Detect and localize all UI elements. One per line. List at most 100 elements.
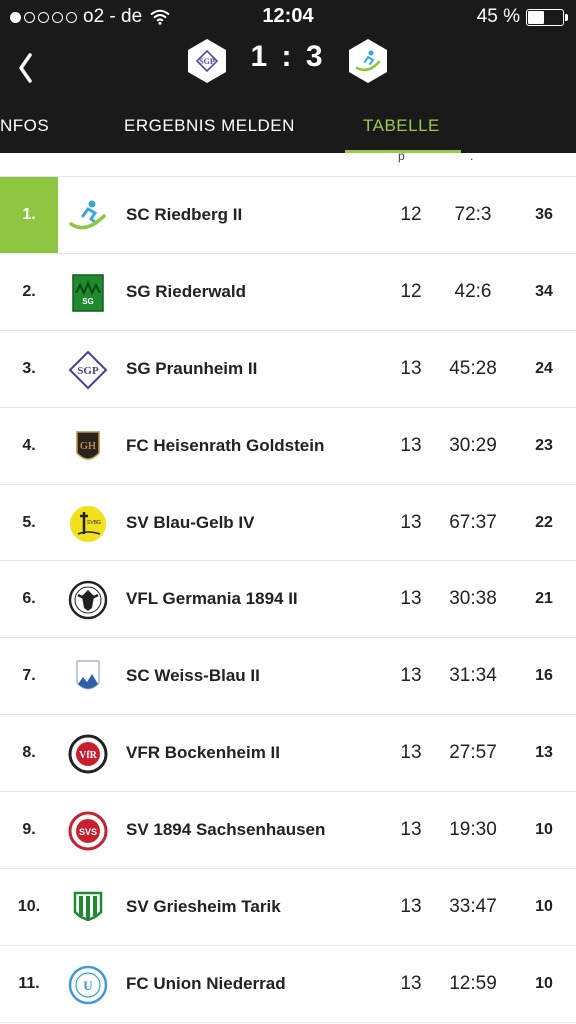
eagle-crest-icon — [68, 581, 108, 620]
signal-strength-icon — [10, 11, 77, 23]
rank-cell: 5. — [22, 513, 36, 531]
games-played: 13 — [400, 972, 422, 994]
sgp-diamond-crest-icon: SGP — [68, 350, 108, 390]
svg-text:SG: SG — [82, 297, 94, 306]
games-played: 13 — [400, 511, 422, 533]
games-header-fragment: p — [398, 149, 405, 163]
goal-difference: 42:6 — [454, 280, 492, 302]
team-name: VFR Bockenheim II — [126, 743, 280, 763]
games-played: 13 — [400, 588, 422, 610]
rank-cell: 10. — [17, 897, 41, 915]
goal-difference: 67:37 — [449, 511, 497, 533]
active-tab-indicator — [345, 150, 461, 153]
goal-difference: 27:57 — [449, 742, 497, 764]
tab-ergebnis-melden[interactable]: ERGEBNIS MELDEN — [124, 116, 295, 135]
carrier-name: o2 - de — [83, 6, 143, 27]
match-score: 1 : 3 — [250, 40, 326, 73]
tab-tabelle[interactable]: TABELLE — [363, 116, 440, 135]
goals-header-fragment: . — [470, 149, 474, 163]
points: 10 — [535, 897, 553, 915]
table-row[interactable]: 8. VfR VFR Bockenheim II 13 27:57 13 — [0, 715, 576, 793]
rank-cell: 11. — [18, 974, 40, 992]
table-row[interactable]: 2. SG SG Riederwald 12 42:6 34 — [0, 254, 576, 331]
goal-difference: 31:34 — [449, 665, 497, 687]
points: 10 — [535, 974, 553, 992]
signal-dot — [38, 11, 49, 23]
games-played: 12 — [400, 203, 422, 225]
rank-cell: 6. — [22, 590, 36, 608]
table-row[interactable]: 11. U FC Union Niederrad 13 12:59 10 — [0, 946, 576, 1023]
games-played: 13 — [400, 357, 422, 379]
battery-fill — [528, 10, 545, 24]
svg-text:GH: GH — [80, 440, 96, 452]
clock: 12:04 — [262, 5, 314, 27]
standings-table: 1. SC Riedberg II 12 72:3 36 2. SG SG Riederwal… — [0, 177, 576, 1023]
points: 10 — [535, 821, 553, 839]
rank-cell: 7. — [22, 667, 36, 685]
rank-cell: 3. — [22, 359, 36, 377]
points: 22 — [535, 513, 553, 531]
runner-swoosh-icon — [69, 200, 106, 230]
games-played: 13 — [400, 434, 422, 456]
goal-difference: 19:30 — [449, 819, 497, 841]
games-played: 13 — [400, 665, 422, 687]
table-row[interactable]: 9. SVS SV 1894 Sachsenhausen 13 19:30 10 — [0, 792, 576, 870]
table-row[interactable]: 6. VFL Germania 1894 II 13 30:38 21 — [0, 561, 576, 639]
goal-difference: 12:59 — [449, 972, 497, 994]
goal-difference: 72:3 — [454, 203, 492, 225]
points: 21 — [535, 590, 553, 608]
rank-cell: 1. — [0, 177, 58, 253]
svg-text:SVBG: SVBG — [87, 520, 101, 526]
games-played: 13 — [400, 819, 422, 841]
home-team-logo-icon[interactable]: SGP — [187, 38, 227, 84]
team-name: SC Riedberg II — [126, 204, 243, 224]
svg-text:VfR: VfR — [79, 750, 98, 761]
green-square-crest-icon: SG — [72, 274, 104, 312]
points: 16 — [535, 667, 553, 685]
blue-round-crest-icon: U — [68, 965, 108, 1005]
back-chevron-icon[interactable] — [12, 46, 42, 90]
team-name: SV Blau-Gelb IV — [126, 512, 255, 532]
team-name: SV 1894 Sachsenhausen — [126, 820, 326, 840]
points: 36 — [535, 205, 553, 223]
svg-text:U: U — [83, 978, 93, 993]
svg-text:SGP: SGP — [199, 57, 215, 66]
svg-text:SVS: SVS — [79, 827, 97, 837]
table-row[interactable]: 1. SC Riedberg II 12 72:3 36 — [0, 177, 576, 254]
team-name: SG Praunheim II — [126, 358, 258, 378]
status-bar: o2 - de 12:04 45 % — [0, 0, 576, 34]
games-played: 12 — [400, 280, 422, 302]
table-row[interactable]: 7. SC Weiss-Blau II 13 31:34 16 — [0, 638, 576, 716]
team-name: VFL Germania 1894 II — [126, 589, 298, 609]
rank-cell: 2. — [22, 282, 36, 300]
rank-cell: 4. — [22, 436, 36, 454]
rank-cell: 8. — [22, 744, 36, 762]
carrier-info: o2 - de — [10, 6, 170, 28]
table-row[interactable]: 5. SVBG SV Blau-Gelb IV 13 67:37 22 — [0, 485, 576, 562]
battery-percentage: 45 % — [476, 6, 520, 27]
table-row[interactable]: 4. GH FC Heisenrath Goldstein 13 30:29 23 — [0, 408, 576, 485]
goal-difference: 45:28 — [449, 357, 497, 379]
svs-red-circle-icon: SVS — [68, 811, 108, 851]
points: 34 — [535, 282, 553, 300]
signal-dot — [52, 11, 63, 23]
goal-difference: 33:47 — [449, 895, 497, 917]
signal-dot — [66, 11, 77, 23]
yellow-circle-crest-icon: SVBG — [70, 505, 106, 542]
goal-difference: 30:29 — [449, 434, 497, 456]
top-header: o2 - de 12:04 45 % SGP 1 : 3 NFOS ERGEBN… — [0, 0, 576, 153]
points: 13 — [535, 744, 553, 762]
team-name: FC Heisenrath Goldstein — [126, 435, 325, 455]
tab-infos[interactable]: NFOS — [0, 116, 50, 135]
games-played: 13 — [400, 895, 422, 917]
games-played: 13 — [400, 742, 422, 764]
signal-dot — [10, 11, 21, 23]
points: 23 — [535, 436, 553, 454]
table-header-remnant: p . — [0, 149, 576, 177]
team-name: SC Weiss-Blau II — [126, 666, 260, 686]
vfr-round-crest-icon: VfR — [68, 734, 108, 774]
table-row[interactable]: 10. SV Griesheim Tarik 13 33:47 10 — [0, 869, 576, 946]
away-team-logo-icon[interactable] — [348, 38, 388, 84]
dark-shield-crest-icon: GH — [76, 430, 100, 460]
table-row[interactable]: 3. SGP SG Praunheim II 13 45:28 24 — [0, 331, 576, 408]
